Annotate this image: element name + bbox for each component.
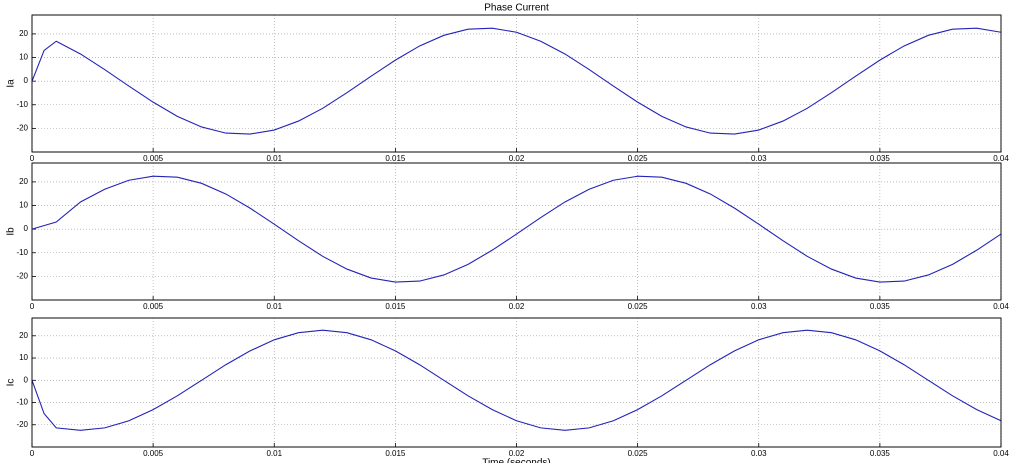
x-tick-label: 0.025 <box>628 302 649 311</box>
x-tick-label: 0.015 <box>385 449 406 458</box>
x-axis-label: Time (seconds) <box>482 458 551 463</box>
y-tick-label: 20 <box>19 29 28 38</box>
y-tick-label: 10 <box>19 201 28 210</box>
y-tick-label: 0 <box>24 224 29 233</box>
x-tick-label: 0.005 <box>143 449 164 458</box>
x-tick-label: 0.035 <box>870 154 891 163</box>
x-tick-label: 0.025 <box>628 449 649 458</box>
y-tick-label: 20 <box>19 331 28 340</box>
x-tick-label: 0.02 <box>509 449 525 458</box>
x-tick-label: 0.03 <box>751 154 767 163</box>
x-tick-label: 0.03 <box>751 302 767 311</box>
line <box>31 329 1002 431</box>
x-tick-label: 0.04 <box>993 154 1009 163</box>
y-tick-label: 20 <box>19 177 28 186</box>
y-tick-label: -10 <box>16 398 28 407</box>
x-tick-label: 0.01 <box>266 154 282 163</box>
x-tick-label: 0.025 <box>628 154 649 163</box>
y-axis-label: Ia <box>6 79 17 88</box>
plot-frame <box>31 162 1002 301</box>
plot-frame <box>31 317 1002 448</box>
y-tick-label: -10 <box>16 100 28 109</box>
y-tick-label: -20 <box>16 123 28 132</box>
x-tick-label: 0.02 <box>509 154 525 163</box>
x-tick-label: 0.04 <box>993 449 1009 458</box>
x-tick-label: 0.01 <box>266 302 282 311</box>
x-tick-label: 0 <box>30 302 35 311</box>
x-tick-label: 0.03 <box>751 449 767 458</box>
plot-area <box>31 14 1002 153</box>
chart-title: Phase Current <box>484 3 549 14</box>
x-tick-label: 0.04 <box>993 302 1009 311</box>
plot-area <box>31 317 1002 448</box>
x-tick-label: 0 <box>30 154 35 163</box>
y-tick-label: -20 <box>16 271 28 280</box>
line <box>31 27 1002 135</box>
x-tick-label: 0.035 <box>870 302 891 311</box>
x-tick-label: 0.005 <box>143 154 164 163</box>
line <box>31 175 1002 283</box>
y-tick-label: 10 <box>19 53 28 62</box>
x-tick-label: 0.02 <box>509 302 525 311</box>
y-axis-label: Ic <box>6 379 17 387</box>
y-tick-label: 0 <box>24 76 29 85</box>
x-tick-label: 0.015 <box>385 154 406 163</box>
y-tick-label: -10 <box>16 248 28 257</box>
x-tick-label: 0 <box>30 449 35 458</box>
x-tick-label: 0.01 <box>266 449 282 458</box>
x-tick-label: 0.005 <box>143 302 164 311</box>
plot-frame <box>31 14 1002 153</box>
x-tick-label: 0.015 <box>385 302 406 311</box>
y-tick-label: 10 <box>19 353 28 362</box>
y-tick-label: 0 <box>24 375 29 384</box>
y-tick-label: -20 <box>16 420 28 429</box>
plot-area <box>31 162 1002 301</box>
y-axis-label: Ib <box>6 227 17 236</box>
x-tick-label: 0.035 <box>870 449 891 458</box>
